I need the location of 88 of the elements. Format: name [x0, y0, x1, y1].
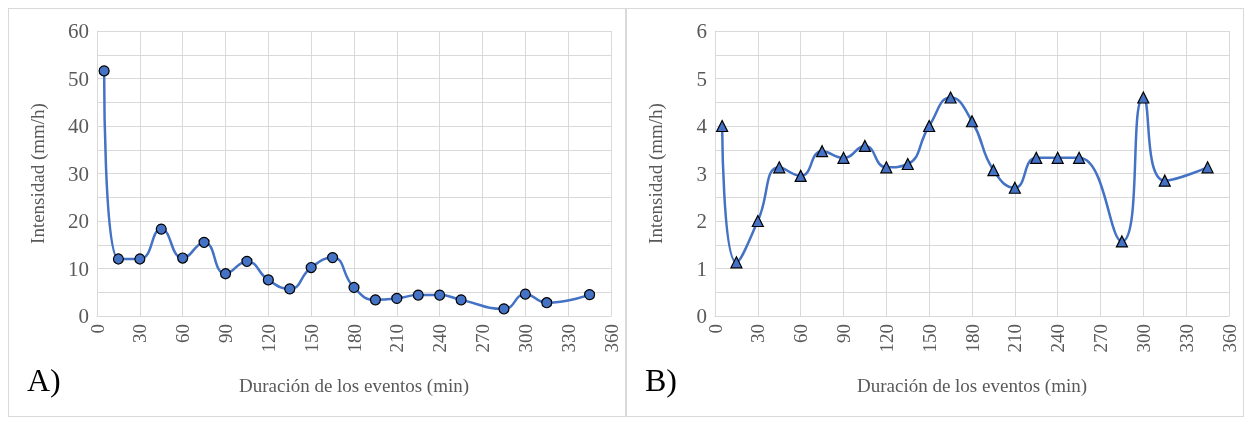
point — [369, 294, 382, 306]
point — [1115, 235, 1129, 248]
y-tick-label: 6 — [696, 19, 707, 43]
x-tick-label: 240 — [429, 324, 451, 353]
x-tick-label: 330 — [1175, 324, 1197, 353]
x-tick-label: 90 — [833, 324, 854, 343]
point — [455, 294, 467, 306]
point — [134, 253, 146, 265]
x-tick-label: 120 — [875, 324, 897, 353]
y-axis-title: Intensidad (mm/h) — [27, 103, 49, 244]
x-tick-label: 240 — [1047, 324, 1069, 353]
y-tick-label: 30 — [68, 161, 89, 186]
point — [901, 157, 914, 171]
point — [541, 297, 553, 309]
point — [219, 268, 232, 280]
point — [773, 161, 786, 174]
point — [198, 236, 210, 248]
x-tick-label: 60 — [790, 324, 812, 343]
x-tick-label: 180 — [961, 324, 983, 353]
x-tick-label: 330 — [557, 324, 579, 353]
point — [858, 139, 872, 153]
point — [241, 255, 253, 267]
x-tick-label: 0 — [704, 324, 726, 334]
point — [1051, 151, 1064, 164]
x-tick-label: 0 — [86, 324, 108, 334]
point — [98, 65, 110, 77]
text: A) — [27, 362, 61, 398]
x-tick-label: 150 — [918, 324, 940, 353]
x-tick-label: 300 — [514, 324, 536, 353]
point — [716, 119, 729, 133]
point — [837, 151, 850, 164]
point — [965, 115, 979, 128]
point — [412, 289, 424, 301]
point — [1008, 181, 1021, 194]
point — [880, 161, 893, 174]
point — [1030, 151, 1043, 164]
point — [1137, 91, 1150, 104]
x-tick-label: 180 — [343, 324, 365, 353]
text: B) — [645, 362, 677, 398]
x-tick-label: 300 — [1132, 324, 1154, 353]
y-tick-label: 60 — [68, 19, 89, 43]
y-tick-label: 5 — [696, 66, 707, 91]
point — [944, 91, 957, 104]
x-tick-label: 270 — [472, 324, 493, 353]
point — [112, 253, 125, 265]
point — [434, 289, 446, 301]
y-tick-label: 4 — [696, 114, 708, 138]
point — [815, 145, 829, 158]
y-tick-label: 2 — [696, 209, 707, 233]
x-tick-label: 270 — [1090, 324, 1111, 353]
x-tick-label: 120 — [257, 324, 279, 353]
x-axis-title: Duración de los eventos (min) — [238, 375, 470, 397]
y-tick-label: 1 — [696, 256, 707, 281]
point — [730, 256, 743, 269]
x-tick-label: 150 — [300, 324, 322, 353]
x-tick-label: 360 — [600, 324, 622, 353]
y-tick-label: 20 — [68, 209, 89, 233]
x-tick-label: 360 — [1218, 324, 1240, 353]
point — [519, 288, 531, 300]
point — [1072, 151, 1086, 164]
x-axis-title: Duración de los eventos (min) — [856, 375, 1088, 397]
x-tick-label: 30 — [129, 324, 151, 343]
point — [326, 251, 339, 264]
point — [794, 169, 807, 182]
x-tick-label: 210 — [1004, 324, 1026, 353]
point — [391, 292, 403, 305]
y-axis-title: Intensidad (mm/h) — [645, 103, 667, 244]
y-tick-label: 40 — [68, 114, 89, 138]
point — [498, 303, 510, 315]
point — [987, 164, 1000, 177]
point — [177, 252, 189, 264]
y-tick-label: 50 — [68, 66, 89, 91]
point — [284, 283, 296, 295]
x-tick-label: 210 — [386, 324, 408, 353]
point — [923, 119, 936, 133]
point — [348, 281, 360, 294]
point — [155, 223, 167, 235]
point — [583, 289, 596, 301]
y-tick-label: 10 — [68, 256, 89, 281]
point — [1201, 161, 1214, 174]
point — [1158, 174, 1171, 187]
x-tick-label: 90 — [215, 324, 236, 343]
point — [305, 261, 317, 274]
x-tick-label: 60 — [172, 324, 194, 343]
x-tick-label: 30 — [747, 324, 769, 343]
point — [751, 214, 764, 228]
y-tick-label: 3 — [696, 161, 707, 186]
point — [262, 274, 274, 286]
